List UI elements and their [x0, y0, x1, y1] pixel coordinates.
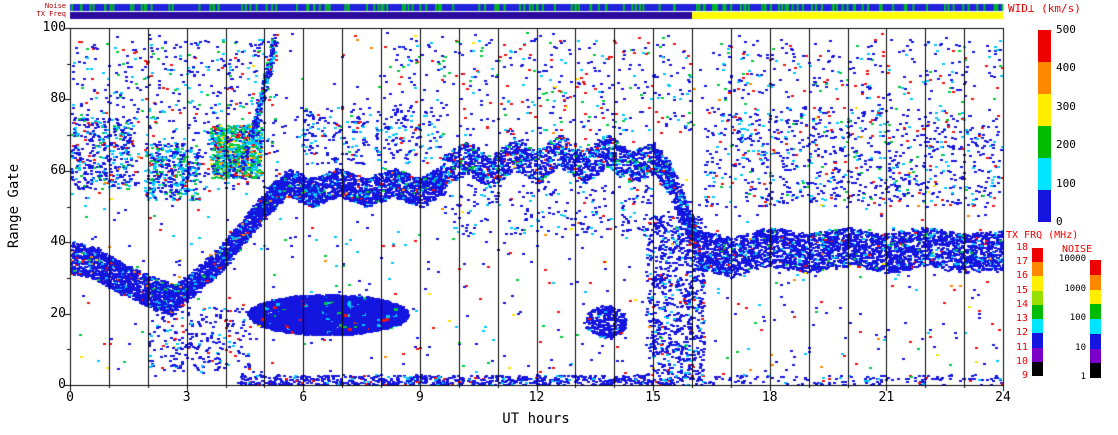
noise-colorbar [1090, 260, 1101, 378]
x-axis-tick-label: 6 [299, 390, 308, 405]
x-axis-tick-label: 18 [761, 390, 778, 405]
y-axis-tick-label: 0 [58, 377, 66, 392]
noise-ticks-label: 100 [1069, 313, 1086, 323]
noise-ticks-label: 10000 [1058, 254, 1086, 264]
colorbar-segment [1090, 304, 1101, 319]
x-axis-tick-label: 12 [528, 390, 545, 405]
x-axis-tick-label: 15 [645, 390, 661, 405]
colorbar-segment [1090, 274, 1101, 290]
noise-ticks-label: 1 [1080, 372, 1086, 382]
colorbar-segment [1038, 190, 1051, 222]
wid-ticks-label: 200 [1056, 138, 1076, 152]
txfrq-ticks-label: 16 [1015, 270, 1028, 282]
colorbar-segment [1032, 361, 1043, 376]
txfrq-ticks-label: 10 [1015, 355, 1028, 367]
txfrq-ticks-label: 12 [1015, 327, 1028, 339]
noise-strip-label: Noise [44, 2, 66, 10]
colorbar-segment [1090, 260, 1101, 275]
colorbar-segment [1090, 348, 1101, 364]
colorbar-segment [1032, 319, 1043, 334]
colorbar-segment [1032, 248, 1043, 263]
wid-ticks-label: 400 [1056, 61, 1076, 75]
colorbar-segment [1032, 304, 1043, 320]
colorbar-segment [1032, 333, 1043, 348]
y-axis-tick-label: 20 [50, 305, 66, 321]
x-axis-tick-label: 21 [878, 390, 895, 405]
txfrq-ticks-label: 9 [1021, 370, 1028, 381]
txfrq-ticks-label: 11 [1015, 341, 1028, 353]
colorbar-segment [1090, 289, 1101, 305]
colorbar-segment [1038, 94, 1051, 126]
txfreq-strip-label: TX Freq [36, 10, 66, 18]
colorbar-segment [1032, 262, 1043, 277]
colorbar-segment [1090, 363, 1101, 378]
noise-ticks-label: 1000 [1064, 283, 1086, 294]
colorbar-segment [1038, 62, 1051, 94]
txfrq-legend-title: TX FRQ (MHz) [1006, 230, 1079, 241]
colorbar-segment [1032, 290, 1043, 305]
x-axis-title: UT hours [502, 411, 570, 427]
x-axis-tick-label: 24 [995, 390, 1011, 405]
y-axis-title: Range Gate [6, 163, 22, 249]
wid-ticks-label: 500 [1056, 23, 1076, 36]
txfrq-ticks-label: 15 [1015, 284, 1028, 296]
y-axis-tick-label: 60 [50, 162, 66, 178]
x-axis-tick-label: 9 [415, 390, 424, 405]
colorbar-segment [1090, 319, 1101, 334]
x-axis-tick-label: 0 [66, 390, 74, 405]
y-axis-tick-label: 80 [50, 91, 66, 107]
wid-ticks-label: 100 [1056, 176, 1076, 190]
txfrq-ticks-label: 17 [1015, 256, 1028, 268]
wid-ticks-label: 0 [1056, 215, 1063, 228]
y-axis-tick-label: 100 [42, 20, 66, 35]
colorbar-segment [1032, 276, 1043, 291]
colorbar-segment [1032, 347, 1043, 362]
txfrq-ticks-label: 18 [1015, 242, 1028, 253]
txfrq-colorbar [1032, 248, 1043, 376]
txfrq-ticks-label: 13 [1015, 313, 1028, 325]
colorbar-segment [1038, 126, 1051, 158]
wid-colorbar [1038, 30, 1051, 222]
colorbar-segment [1038, 30, 1051, 62]
colorbar-segment [1038, 158, 1051, 190]
noise-legend-title: NOISE [1062, 244, 1093, 255]
wid-legend-title: WID⊥ (km/s) [1008, 2, 1081, 15]
wid-ticks-label: 300 [1056, 99, 1076, 113]
txfrq-ticks-label: 14 [1015, 298, 1028, 310]
colorbar-segment [1090, 333, 1101, 349]
y-axis-tick-label: 40 [50, 234, 66, 250]
x-axis-tick-label: 3 [182, 390, 191, 405]
noise-ticks-label: 10 [1075, 342, 1086, 353]
